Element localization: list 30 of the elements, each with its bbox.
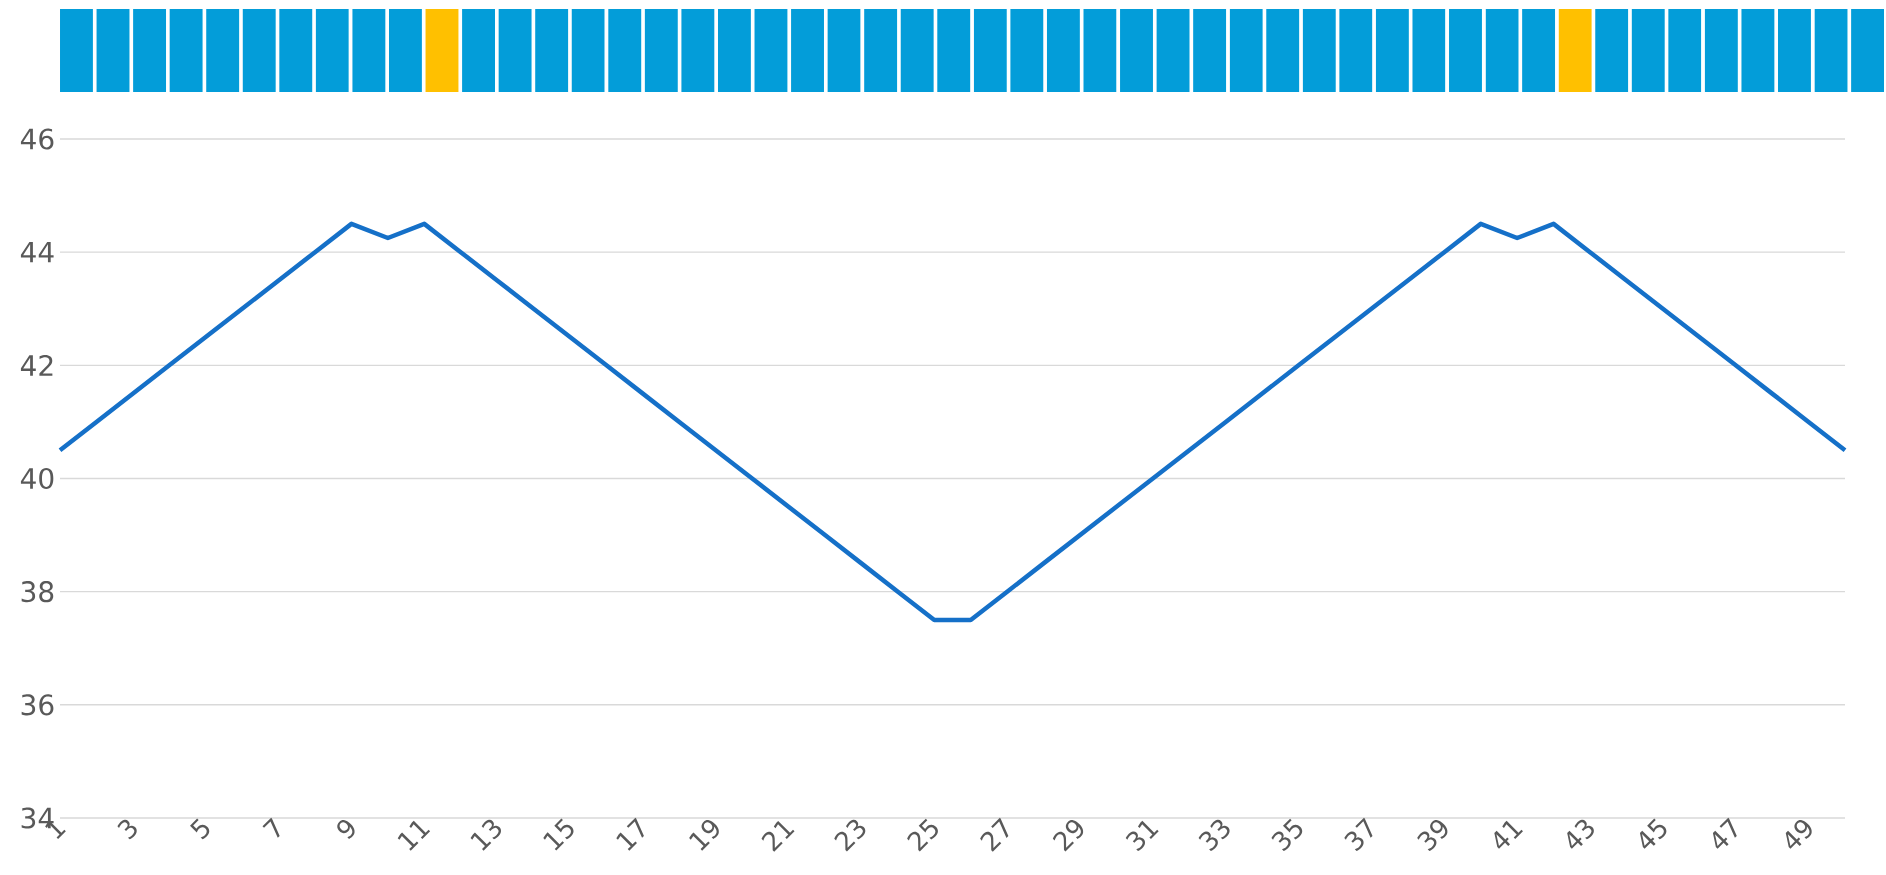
x-tick-label: 23 <box>834 819 866 852</box>
x-tick-label: 47 <box>1712 817 1737 849</box>
x-tick-label: 41 <box>1494 820 1523 849</box>
y-tick-label: 40 <box>20 467 54 490</box>
x-tick-label: 13 <box>470 819 502 851</box>
x-tick-label: 43 <box>1567 819 1594 849</box>
x-tick-label: 37 <box>1344 817 1373 852</box>
x-tick-label: 29 <box>1052 820 1084 852</box>
x-tick-label: 33 <box>1198 819 1230 852</box>
y-tick-label: 44 <box>20 241 54 263</box>
y-tick-label: 36 <box>21 694 54 716</box>
x-tick-label: 3 <box>117 819 137 840</box>
x-tick-label: 45 <box>1639 818 1667 849</box>
y-tick-label: 42 <box>20 354 53 376</box>
x-tick-label: 49 <box>1785 820 1812 849</box>
x-tick-label: 11 <box>397 820 431 851</box>
x-tick-label: 7 <box>262 817 280 838</box>
x-tick-label: 5 <box>190 818 210 840</box>
x-tick-label: 27 <box>980 817 1009 852</box>
x-tick-label: 39 <box>1417 820 1448 852</box>
y-tick-label: 38 <box>21 581 54 603</box>
x-tick-label: 31 <box>1125 820 1159 852</box>
x-tick-label: 19 <box>689 820 719 851</box>
x-tick-label: 21 <box>761 820 795 852</box>
y-tick-label: 46 <box>20 128 54 150</box>
x-tick-label: 17 <box>616 817 644 851</box>
x-tick-label: 35 <box>1271 818 1303 852</box>
x-tick-label: 15 <box>543 818 574 851</box>
x-tick-label: 25 <box>907 818 938 852</box>
x-tick-label: 9 <box>337 820 355 839</box>
